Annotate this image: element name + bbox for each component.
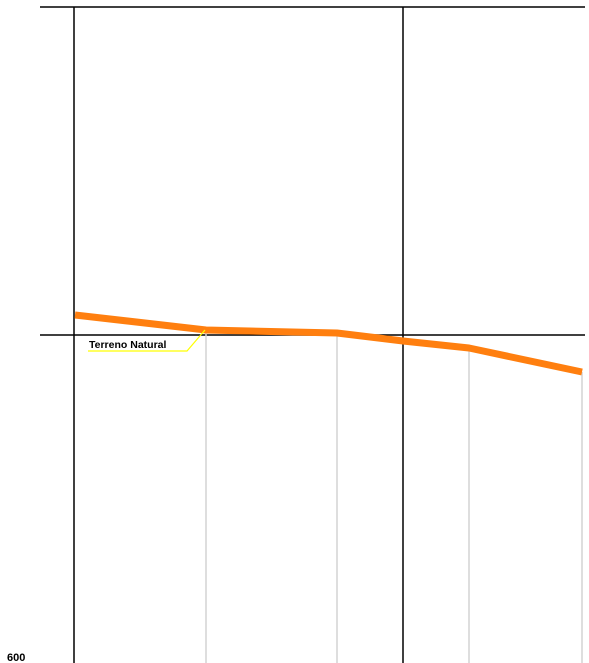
terrain-label-leader (88, 329, 206, 352)
terrain-label: Terreno Natural (89, 339, 166, 351)
axis-value-label: 600 (7, 652, 25, 663)
terrain-profile-line (74, 311, 583, 376)
